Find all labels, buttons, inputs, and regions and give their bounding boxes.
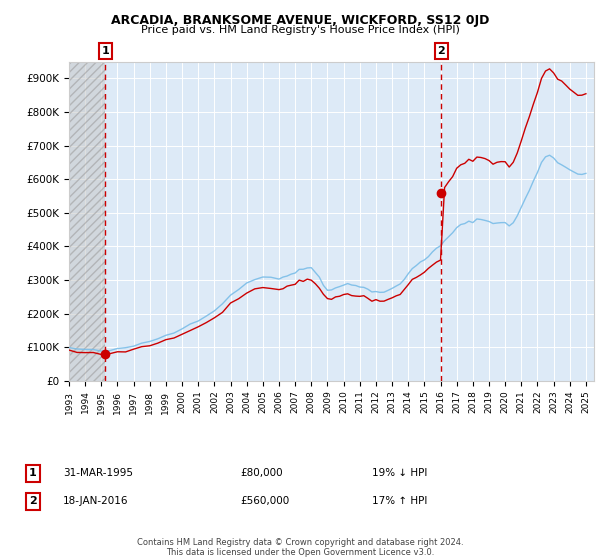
- Text: Contains HM Land Registry data © Crown copyright and database right 2024.
This d: Contains HM Land Registry data © Crown c…: [137, 538, 463, 557]
- Text: 2: 2: [29, 496, 37, 506]
- Text: 2: 2: [437, 46, 445, 56]
- Bar: [69, 62, 106, 381]
- Text: 31-MAR-1995: 31-MAR-1995: [63, 468, 133, 478]
- Text: 19% ↓ HPI: 19% ↓ HPI: [372, 468, 427, 478]
- Text: Price paid vs. HM Land Registry's House Price Index (HPI): Price paid vs. HM Land Registry's House …: [140, 25, 460, 35]
- Text: 1: 1: [29, 468, 37, 478]
- Text: £80,000: £80,000: [240, 468, 283, 478]
- Text: £560,000: £560,000: [240, 496, 289, 506]
- Text: ARCADIA, BRANKSOME AVENUE, WICKFORD, SS12 0JD: ARCADIA, BRANKSOME AVENUE, WICKFORD, SS1…: [111, 14, 489, 27]
- Legend: ARCADIA, BRANKSOME AVENUE, WICKFORD, SS12 0JD (detached house), HPI: Average pri: ARCADIA, BRANKSOME AVENUE, WICKFORD, SS1…: [106, 409, 506, 447]
- Text: 17% ↑ HPI: 17% ↑ HPI: [372, 496, 427, 506]
- Text: 18-JAN-2016: 18-JAN-2016: [63, 496, 128, 506]
- Text: 1: 1: [101, 46, 109, 56]
